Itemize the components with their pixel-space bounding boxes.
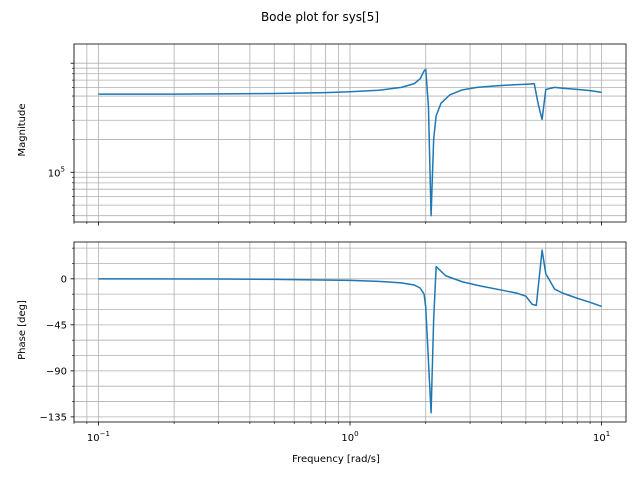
chart-title: Bode plot for sys[5] [261,10,379,24]
x-tick-label-exponent: −1 [100,430,110,438]
magnitude-y-tick-label-base: 10 [48,168,61,179]
x-tick-label-exponent: 0 [354,430,358,438]
x-axis-label: Frequency [rad/s] [292,454,380,465]
x-tick-label-base: 10 [341,433,354,444]
magnitude-panel: 105 Magnitude [17,43,627,226]
magnitude-y-tick-label-exponent: 5 [61,165,65,173]
magnitude-line [98,68,602,217]
magnitude-y-tick-label: 105 [48,165,65,179]
x-tick-label-base: 10 [593,433,606,444]
x-tick-label: 10−1 [87,430,110,444]
phase-y-axis-label: Phase [deg] [17,300,28,360]
x-tick-label-exponent: 1 [606,430,610,438]
phase-y-tick-label: −45 [46,320,67,331]
x-tick-label: 100 [341,430,358,444]
magnitude-y-axis-label: Magnitude [17,104,28,157]
x-tick-label-base: 10 [87,433,100,444]
x-tick-label: 101 [593,430,610,444]
phase-y-tick-label: −135 [40,412,67,423]
phase-line [98,249,602,414]
phase-y-tick-label: −90 [46,366,67,377]
phase-y-tick-label: 0 [61,274,67,285]
